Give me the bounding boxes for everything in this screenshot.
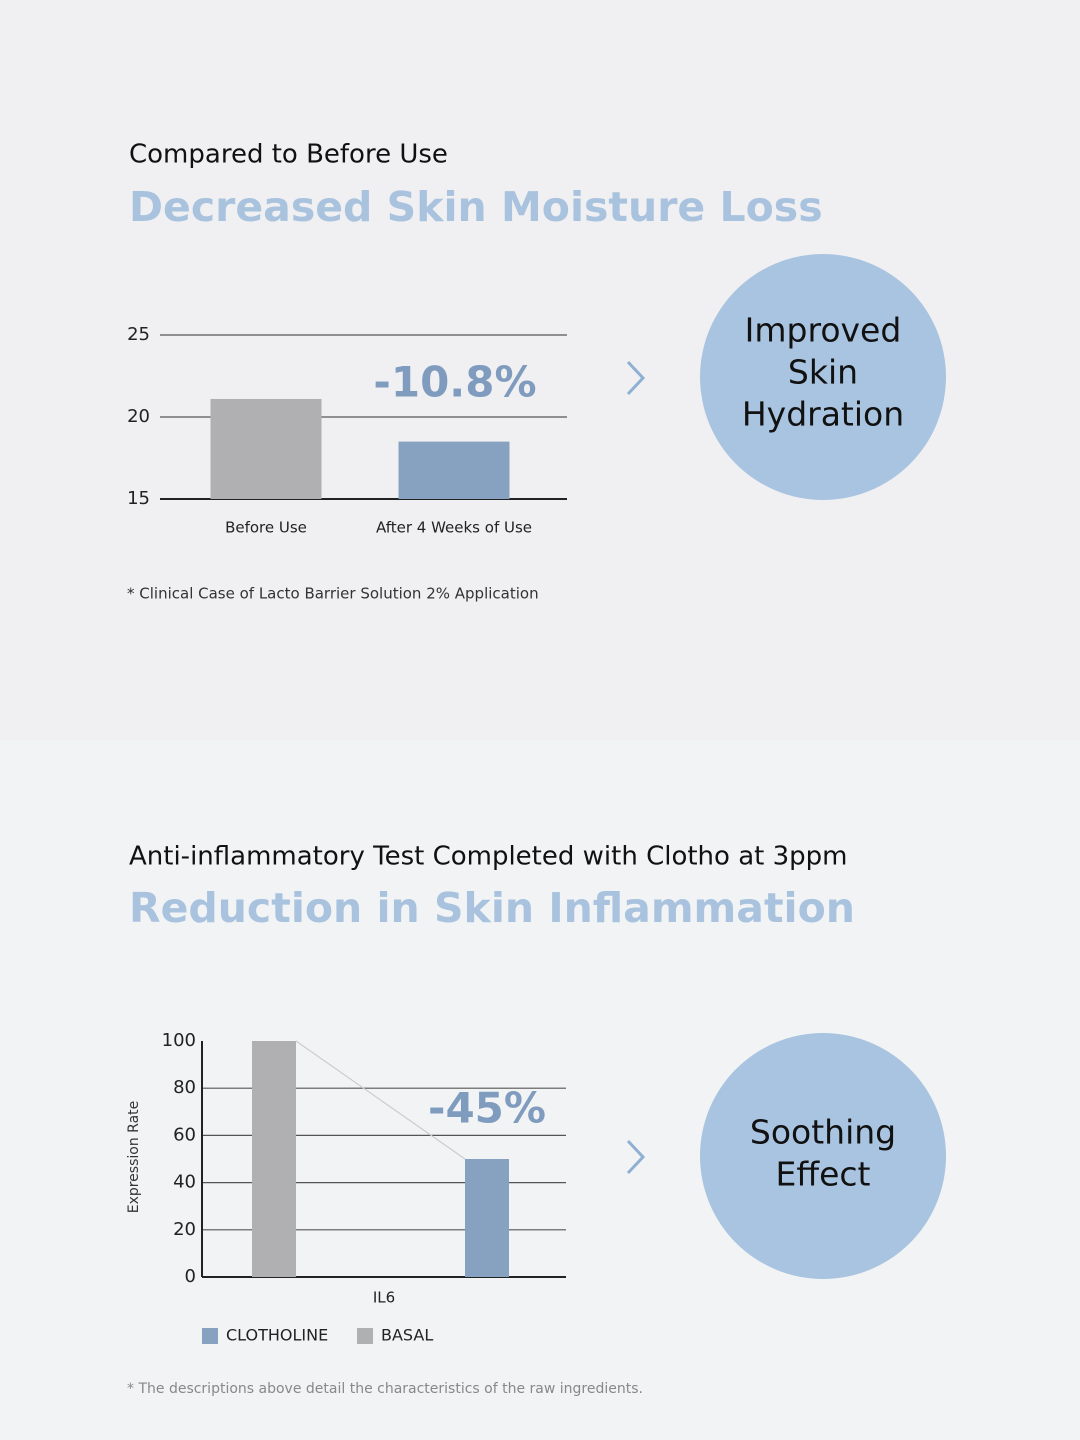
subtitle: Compared to Before Use — [129, 140, 448, 170]
callout-circle — [700, 254, 946, 500]
x-tick-label: After 4 Weeks of Use — [376, 519, 532, 537]
subtitle: Anti-inflammatory Test Completed with Cl… — [129, 842, 847, 872]
y-tick-label: 20 — [173, 1219, 196, 1240]
legend-swatch — [357, 1328, 373, 1344]
y-tick-label: 80 — [173, 1077, 196, 1098]
annotation: -10.8% — [373, 358, 536, 407]
legend-label: CLOTHOLINE — [226, 1326, 328, 1345]
y-tick-label: 25 — [127, 324, 150, 345]
title: Reduction in Skin Inflammation — [129, 884, 855, 932]
callout-text: Skin — [788, 353, 858, 392]
x-tick-label: Before Use — [225, 519, 307, 537]
legend-label: BASAL — [381, 1326, 433, 1345]
x-tick-label: IL6 — [373, 1289, 395, 1307]
title: Decreased Skin Moisture Loss — [129, 183, 823, 231]
callout-text: Soothing — [750, 1113, 896, 1152]
arrow — [626, 1139, 646, 1175]
y-tick-label: 100 — [162, 1030, 196, 1051]
bar — [210, 398, 322, 499]
y-tick-label: 40 — [173, 1172, 196, 1193]
callout-text: Improved — [745, 311, 902, 350]
footnote: * The descriptions above detail the char… — [127, 1381, 643, 1397]
callout-text: Effect — [776, 1155, 871, 1194]
y-tick-label: 0 — [185, 1266, 196, 1287]
bar — [465, 1159, 509, 1277]
y-tick-label: 60 — [173, 1124, 196, 1145]
bar — [398, 441, 510, 499]
callout-text: Hydration — [742, 395, 904, 434]
y-tick-label: 20 — [127, 406, 150, 427]
arrow — [626, 360, 646, 396]
bar — [252, 1041, 296, 1277]
legend-swatch — [202, 1328, 218, 1344]
callout-circle — [700, 1033, 946, 1279]
annotation: -45% — [428, 1084, 546, 1133]
footnote: * Clinical Case of Lacto Barrier Solutio… — [127, 585, 539, 603]
y-tick-label: 15 — [127, 488, 150, 509]
y-axis-label: Expression Rate — [126, 1101, 142, 1214]
connector — [295, 1040, 466, 1160]
